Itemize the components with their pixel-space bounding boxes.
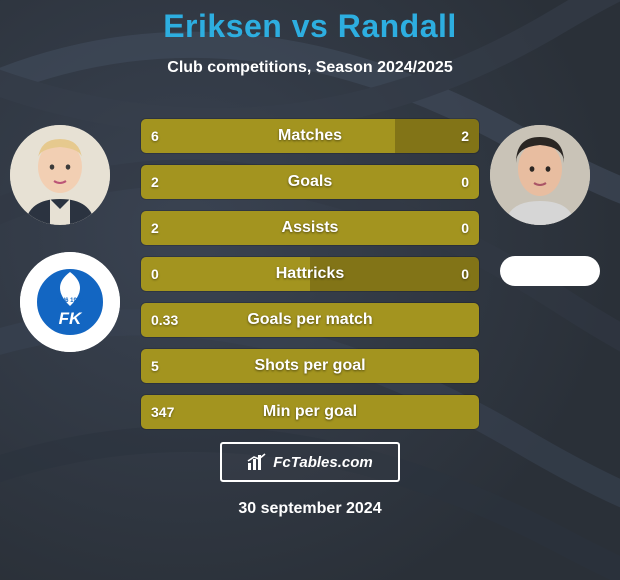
page-title: Eriksen vs Randall — [0, 0, 620, 45]
stat-segment-left — [141, 257, 310, 291]
stat-segment-left — [141, 303, 479, 337]
stat-row: Shots per goal5 — [140, 348, 480, 384]
player-left-club-badge: 19/6 1911 FK — [20, 252, 120, 352]
stat-row: Goals per match0.33 — [140, 302, 480, 338]
stat-segment-left — [141, 349, 479, 383]
chart-icon — [247, 453, 267, 471]
stat-segment-left — [141, 119, 395, 153]
svg-text:FK: FK — [59, 309, 83, 328]
date-text: 30 september 2024 — [0, 500, 620, 518]
brand-text: FcTables.com — [273, 454, 372, 471]
player-right-club-badge — [500, 256, 600, 286]
subtitle: Club competitions, Season 2024/2025 — [0, 59, 620, 77]
stat-row: Hattricks00 — [140, 256, 480, 292]
stat-row: Goals20 — [140, 164, 480, 200]
comparison-bars: Matches62 Goals20 Assists20 Hattricks00 Goal… — [140, 118, 480, 440]
svg-text:19/6 1911: 19/6 1911 — [57, 298, 84, 304]
player-right-avatar — [490, 125, 590, 225]
stat-segment-left — [141, 395, 479, 429]
stat-segment-left — [141, 165, 479, 199]
stat-row: Matches62 — [140, 118, 480, 154]
stat-segment-right — [310, 257, 479, 291]
stat-segment-left — [141, 211, 479, 245]
brand-logo[interactable]: FcTables.com — [220, 442, 400, 482]
player-left-avatar — [10, 125, 110, 225]
stat-row: Min per goal347 — [140, 394, 480, 430]
stat-segment-right — [395, 119, 480, 153]
stat-row: Assists20 — [140, 210, 480, 246]
